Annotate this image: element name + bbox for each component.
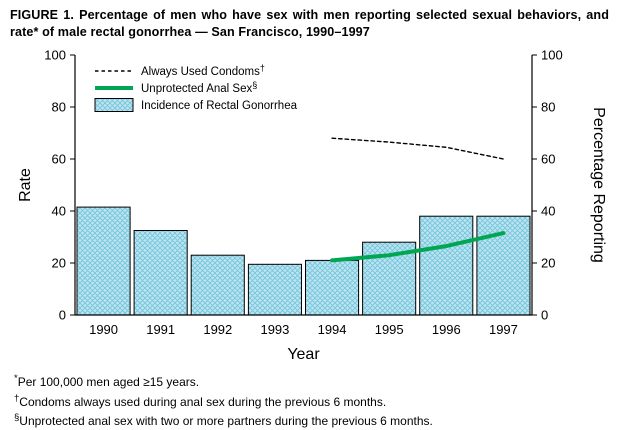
footnote-text: Per 100,000 men aged ≥15 years. xyxy=(17,375,200,390)
footnote-marker: § xyxy=(14,412,20,424)
rectal-gonorrhea-chart: 0 0 20 20 40 40 60 60 80 80 100 100 1990 1991 1992 1993… xyxy=(17,48,607,364)
footnote-marker: † xyxy=(14,392,20,404)
left-tick-label: 20 xyxy=(52,256,66,271)
figure-title: FIGURE 1. Percentage of men who have sex… xyxy=(10,8,609,39)
left-tick-label: 60 xyxy=(52,152,66,167)
legend-label: Unprotected Anal Sex§ xyxy=(141,80,257,95)
footnote-unprotected-definition: §Unprotected anal sex with two or more p… xyxy=(14,410,613,430)
right-tick-label: 40 xyxy=(541,204,555,219)
footnote-text: Unprotected anal sex with two or more pa… xyxy=(19,414,433,429)
x-axis-title: Year xyxy=(287,346,320,363)
x-tick-label: 1994 xyxy=(318,322,347,337)
bar-1991 xyxy=(133,230,188,316)
left-tick-label: 0 xyxy=(59,308,66,323)
left-axis-title: Rate xyxy=(17,168,34,202)
right-tick-label: 20 xyxy=(541,256,555,271)
x-tick-label: 1996 xyxy=(432,322,461,337)
footnote-rate-definition: *Per 100,000 men aged ≥15 years. xyxy=(14,371,613,391)
x-tick-label: 1992 xyxy=(203,322,232,337)
left-tick-label: 80 xyxy=(52,100,66,115)
x-tick-label: 1991 xyxy=(146,322,175,337)
footnote-text: Condoms always used during anal sex duri… xyxy=(19,394,387,409)
bar-1997 xyxy=(476,215,531,316)
x-tick-label: 1995 xyxy=(375,322,404,337)
right-tick-label: 100 xyxy=(541,48,563,63)
legend-label: Always Used Condoms† xyxy=(141,63,265,78)
legend-label: Incidence of Rectal Gonorrhea xyxy=(141,100,298,112)
x-tick-label: 1990 xyxy=(89,322,118,337)
legend-sample-hatched-box xyxy=(94,98,134,113)
footnote-condoms-definition: †Condoms always used during anal sex dur… xyxy=(14,391,613,411)
condoms-dashed-line xyxy=(331,137,505,160)
bar-1990 xyxy=(76,206,131,316)
footnote-marker: * xyxy=(14,373,18,385)
bar-1996 xyxy=(419,215,474,316)
left-tick-label: 40 xyxy=(52,204,66,219)
right-tick-label: 0 xyxy=(541,308,548,323)
right-axis-title: Percentage Reporting xyxy=(590,107,607,263)
bar-1992 xyxy=(190,254,245,316)
footnotes: *Per 100,000 men aged ≥15 years. †Condom… xyxy=(0,363,623,430)
bar-1994 xyxy=(305,260,360,316)
unprotected-sex-line xyxy=(330,231,506,263)
right-tick-label: 60 xyxy=(541,152,555,167)
right-tick-label: 80 xyxy=(541,100,555,115)
x-tick-label: 1997 xyxy=(489,322,518,337)
bar-1993 xyxy=(247,264,302,316)
x-tick-label: 1993 xyxy=(260,322,289,337)
left-tick-label: 100 xyxy=(44,48,66,63)
